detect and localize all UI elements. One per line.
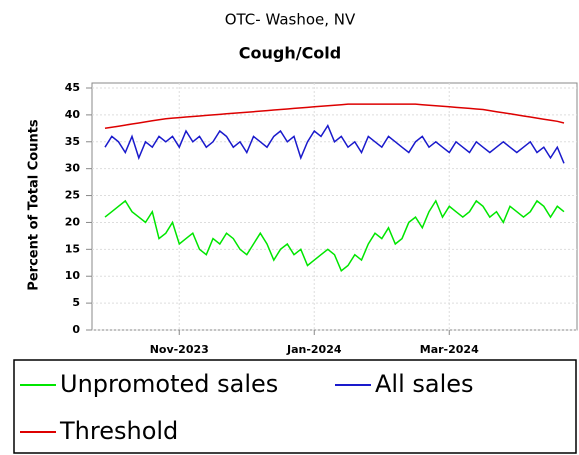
y-tick-label: 20 bbox=[65, 215, 81, 228]
series-line bbox=[104, 103, 565, 130]
series-line bbox=[104, 123, 565, 164]
legend bbox=[13, 359, 577, 454]
x-tick-label: Jan-2024 bbox=[286, 343, 342, 356]
legend-label: Threshold bbox=[59, 417, 178, 445]
chart-title: OTC- Washoe, NV bbox=[225, 11, 356, 29]
y-tick-label: 40 bbox=[65, 108, 81, 121]
series-line bbox=[104, 199, 565, 272]
x-tick-label: Nov-2023 bbox=[150, 343, 209, 356]
legend-label: All sales bbox=[375, 370, 474, 398]
chart-subtitle: Cough/Cold bbox=[239, 44, 341, 63]
y-tick-label: 10 bbox=[65, 269, 81, 282]
y-tick-label: 35 bbox=[65, 135, 80, 148]
y-axis-label: Percent of Total Counts bbox=[27, 119, 42, 291]
y-tick-label: 15 bbox=[65, 242, 80, 255]
y-tick-label: 5 bbox=[72, 296, 80, 309]
y-tick-label: 45 bbox=[65, 81, 80, 94]
y-tick-label: 0 bbox=[72, 323, 80, 336]
x-tick-label: Mar-2024 bbox=[420, 343, 479, 356]
legend-label: Unpromoted sales bbox=[60, 370, 278, 398]
plot-area bbox=[91, 82, 578, 331]
y-tick-label: 30 bbox=[65, 162, 81, 175]
y-tick-label: 25 bbox=[65, 189, 80, 202]
